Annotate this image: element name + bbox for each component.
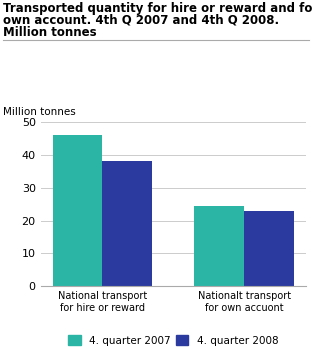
Legend: 4. quarter 2007, 4. quarter 2008: 4. quarter 2007, 4. quarter 2008 [64,331,282,349]
Bar [53,135,102,286]
Bar [102,161,152,286]
Text: Million tonnes: Million tonnes [3,107,76,117]
Bar [194,206,244,286]
Text: Million tonnes: Million tonnes [3,26,97,39]
Bar [244,211,294,286]
Text: own account. 4th Q 2007 and 4th Q 2008.: own account. 4th Q 2007 and 4th Q 2008. [3,14,279,27]
Text: Transported quantity for hire or reward and for: Transported quantity for hire or reward … [3,2,312,15]
